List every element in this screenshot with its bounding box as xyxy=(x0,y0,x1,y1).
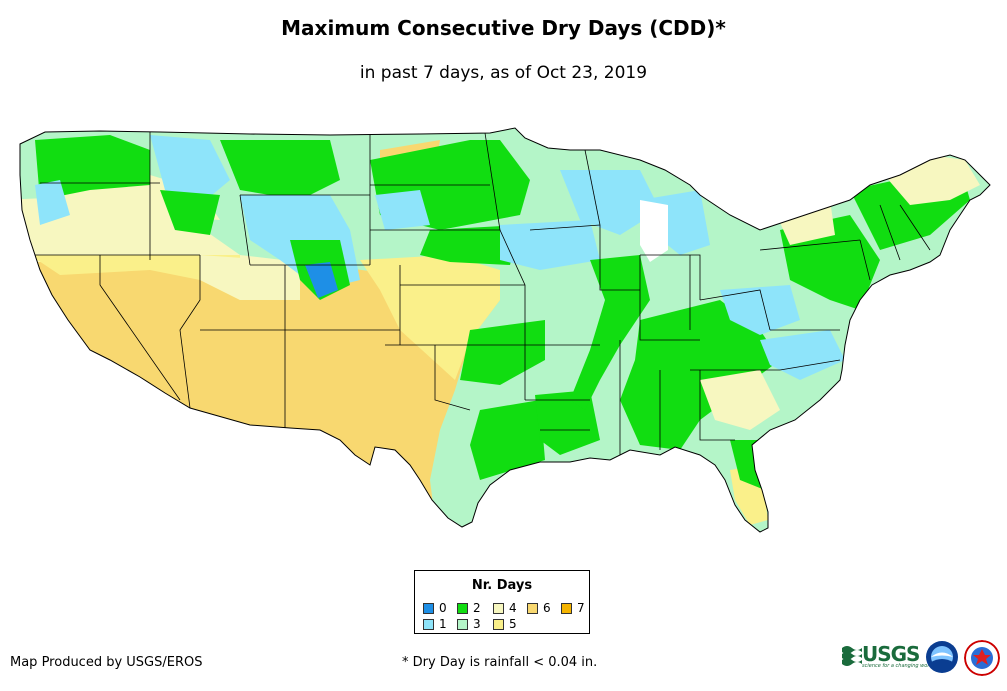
map-title: Maximum Consecutive Dry Days (CDD)* xyxy=(281,16,726,40)
legend-item-7: 7 xyxy=(561,602,585,614)
legend: Nr. Days 0 1 2 3 4 5 6 7 xyxy=(414,570,590,634)
usgs-logo: USGS science for a changing world xyxy=(842,642,934,672)
noaa-logo-icon xyxy=(926,641,958,673)
legend-swatch-4 xyxy=(493,602,504,614)
legend-item-4: 4 xyxy=(493,602,517,614)
legend-item-3: 3 xyxy=(457,618,481,630)
legend-item-6: 6 xyxy=(527,602,551,614)
legend-label-2: 2 xyxy=(473,601,481,615)
legend-swatch-6 xyxy=(527,602,538,614)
usgs-logo-text: USGS xyxy=(862,642,920,666)
legend-item-2: 2 xyxy=(457,602,481,614)
legend-label-7: 7 xyxy=(577,601,585,615)
usgs-tagline: science for a changing world xyxy=(862,663,934,669)
legend-label-5: 5 xyxy=(509,617,517,631)
usgs-wave-icon xyxy=(842,646,862,666)
legend-label-4: 4 xyxy=(509,601,517,615)
legend-label-6: 6 xyxy=(543,601,551,615)
legend-swatch-0 xyxy=(423,602,434,614)
legend-label-1: 1 xyxy=(439,617,447,631)
nws-logo-icon xyxy=(964,640,1000,676)
legend-label-0: 0 xyxy=(439,601,447,615)
map-subtitle: in past 7 days, as of Oct 23, 2019 xyxy=(359,63,648,83)
legend-title: Nr. Days xyxy=(471,578,533,593)
dry-day-footnote: * Dry Day is rainfall < 0.04 in. xyxy=(402,655,598,670)
legend-item-0: 0 xyxy=(423,602,447,614)
legend-swatch-5 xyxy=(493,618,504,630)
legend-label-3: 3 xyxy=(473,617,481,631)
map-credit: Map Produced by USGS/EROS xyxy=(10,655,203,670)
legend-swatch-7 xyxy=(561,602,572,614)
legend-swatch-3 xyxy=(457,618,468,630)
legend-item-1: 1 xyxy=(423,618,447,630)
legend-swatch-1 xyxy=(423,618,434,630)
legend-item-5: 5 xyxy=(493,618,517,630)
legend-swatch-2 xyxy=(457,602,468,614)
